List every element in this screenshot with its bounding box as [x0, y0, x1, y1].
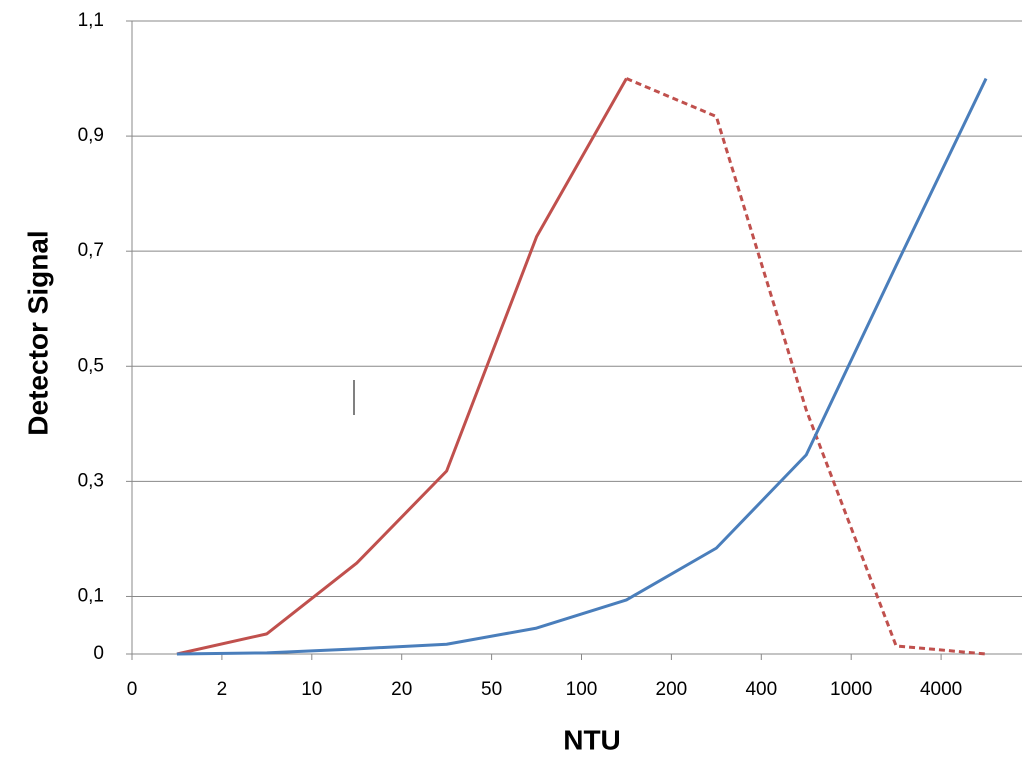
x-axis-title: NTU: [563, 724, 621, 755]
y-tick-label: 0,7: [78, 240, 104, 261]
x-tick-label: 200: [656, 679, 688, 700]
x-tick-label: 10: [301, 679, 322, 700]
x-tick-label: 400: [745, 679, 777, 700]
x-tick-label: 2: [217, 679, 228, 700]
series-line: [176, 77, 988, 656]
y-tick-label: 1,1: [78, 10, 104, 31]
y-tick-label: 0,1: [78, 585, 104, 606]
series-line: [625, 77, 987, 656]
y-tick-label: 0,3: [78, 470, 104, 491]
y-tick-label: 0,5: [78, 355, 104, 376]
x-tick-label: 100: [566, 679, 598, 700]
y-tick-label: 0,9: [78, 125, 104, 146]
x-tick-label: 20: [391, 679, 412, 700]
y-axis-title: Detector Signal: [22, 230, 53, 435]
x-tick-label: 0: [127, 679, 138, 700]
x-tick-label: 4000: [920, 679, 962, 700]
y-tick-label: 0: [93, 643, 104, 664]
x-tick-label: 1000: [830, 679, 872, 700]
x-tick-label: 50: [481, 679, 502, 700]
series-line: [176, 77, 628, 656]
